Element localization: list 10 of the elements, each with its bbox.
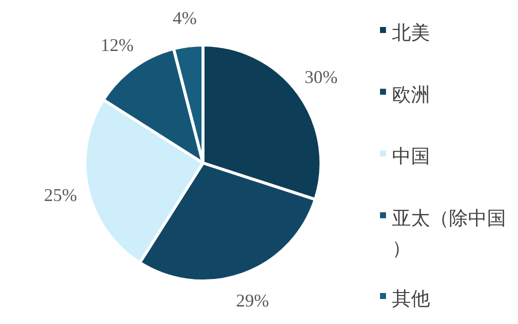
data-label: 25% [44,184,78,205]
data-label: 30% [304,67,338,88]
legend-label: 其他 [392,289,430,310]
data-label: 12% [100,34,134,55]
legend-label: 亚太（除中国） [392,208,506,260]
legend-label: 欧洲 [392,84,430,106]
legend-label: 北美 [392,22,430,44]
data-label: 29% [236,290,269,310]
legend-label: 中国 [392,146,430,168]
data-label: 4% [172,8,197,28]
